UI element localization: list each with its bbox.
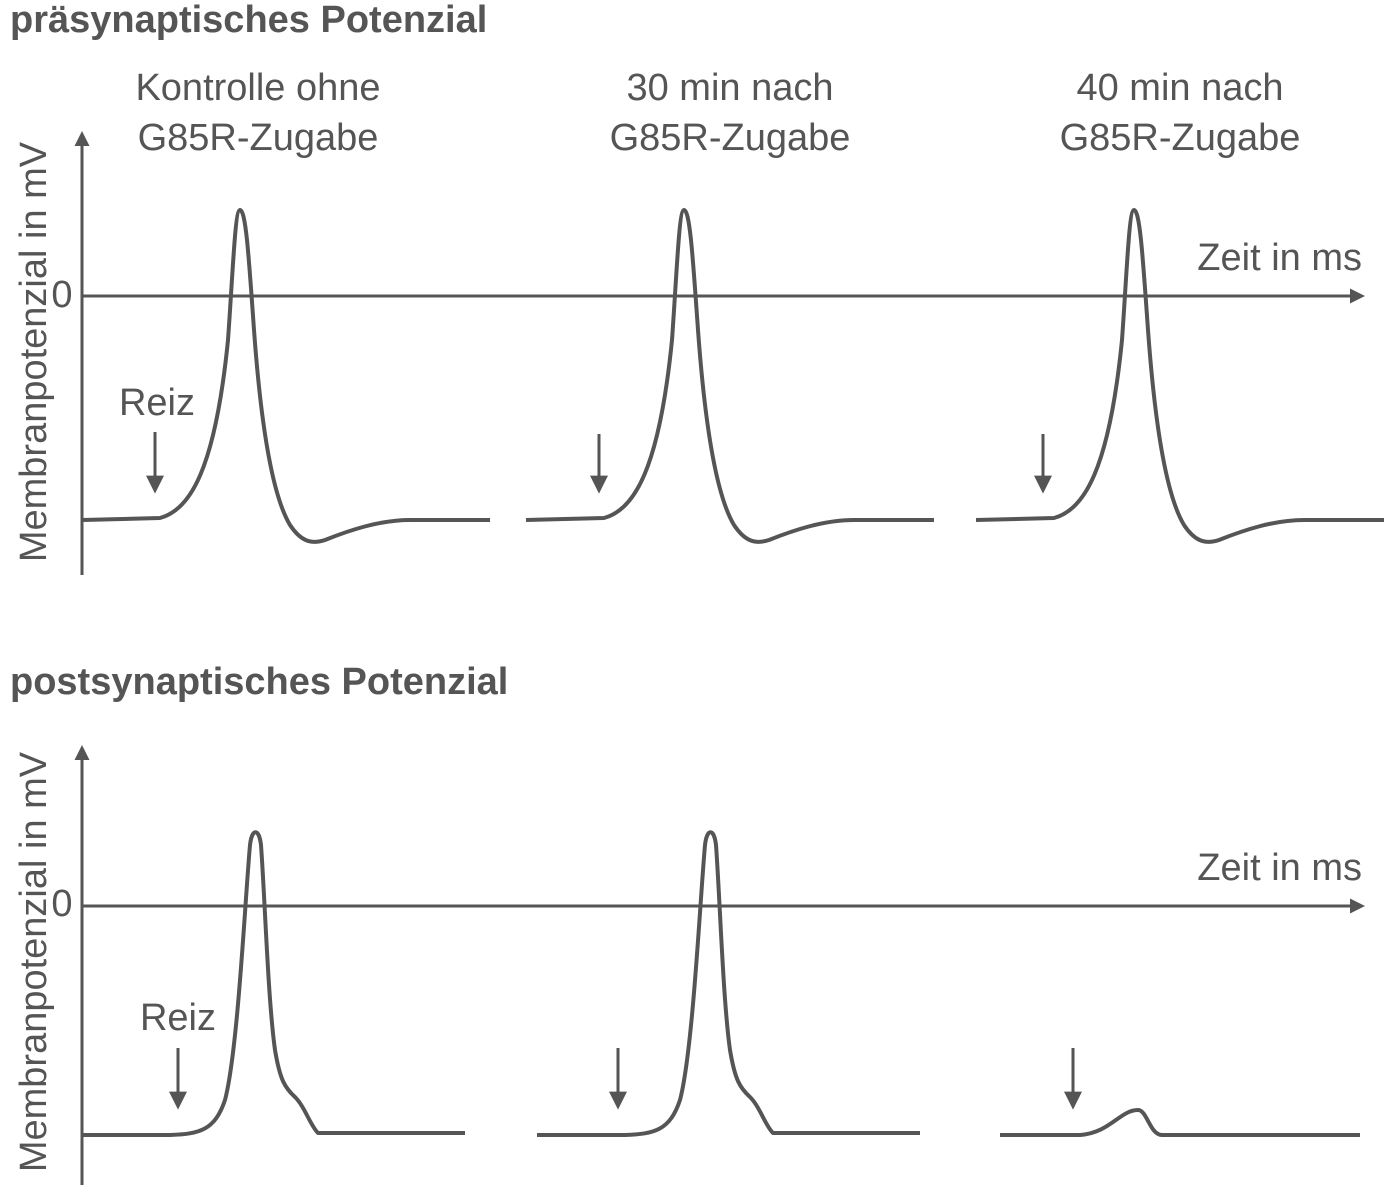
column-label: G85R-Zugabe	[138, 117, 379, 159]
y-axis-label: Membranpotenzial in mV	[13, 141, 55, 562]
column-label: Kontrolle ohne	[135, 67, 380, 109]
column-label: G85R-Zugabe	[1060, 117, 1301, 159]
stimulus-label: Reiz	[140, 997, 216, 1039]
stimulus-label: Reiz	[119, 382, 195, 424]
panel-title: präsynaptisches Potenzial	[10, 0, 487, 41]
zero-label: 0	[51, 274, 72, 316]
x-axis-label: Zeit in ms	[1197, 237, 1362, 279]
trace	[535, 830, 922, 1137]
trace	[81, 208, 490, 544]
column-label: 30 min nach	[626, 67, 833, 109]
zero-label: 0	[51, 883, 72, 925]
trace	[524, 208, 936, 544]
x-axis-label: Zeit in ms	[1197, 847, 1362, 889]
column-label: 40 min nach	[1076, 67, 1283, 109]
y-axis-label: Membranpotenzial in mV	[13, 751, 55, 1172]
trace	[82, 830, 465, 1137]
trace	[1000, 1108, 1360, 1137]
column-label: G85R-Zugabe	[610, 117, 851, 159]
panel-title: postsynaptisches Potenzial	[10, 661, 508, 703]
